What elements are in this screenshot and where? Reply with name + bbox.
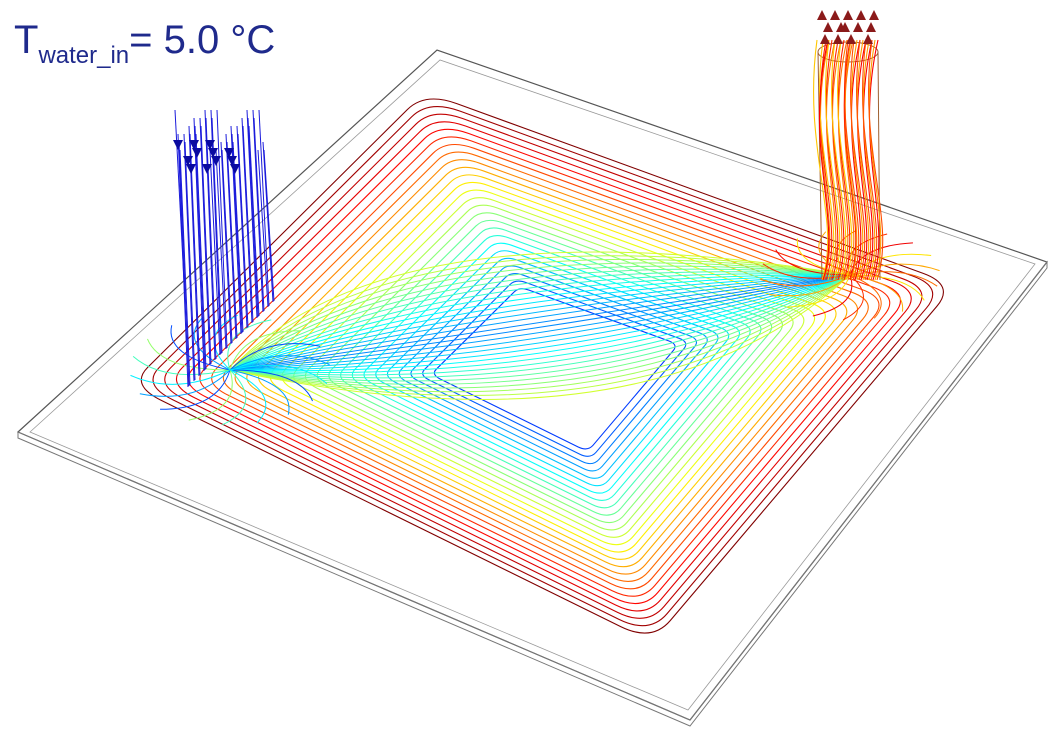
streamline	[223, 152, 868, 581]
outlet-arrow	[823, 22, 833, 32]
streamline-view	[0, 0, 1057, 735]
inlet-streamline	[232, 134, 242, 333]
inlet-streamline	[264, 150, 274, 301]
outlet-arrow	[869, 10, 879, 20]
outlet-arrow	[846, 34, 856, 44]
outlet-arrow	[817, 10, 827, 20]
subscript: water_in	[38, 42, 129, 69]
inlet-streamline	[243, 126, 253, 322]
inlet-arrow	[230, 164, 240, 174]
inlet-streamline	[195, 126, 205, 370]
inlet-streamline	[184, 134, 194, 381]
inlet-arrow	[173, 140, 183, 150]
temperature-label: Twater_in= 5.0 °C	[14, 18, 275, 70]
inlet-streamline	[200, 118, 210, 365]
outlet-arrow	[853, 22, 863, 32]
inlet-streamline	[237, 126, 247, 328]
symbol: T	[14, 18, 38, 62]
outlet-arrow	[830, 10, 840, 20]
inlet-streamline	[179, 142, 189, 386]
streamline	[230, 275, 850, 381]
inlet-arrow	[186, 164, 196, 174]
streamline	[165, 114, 922, 618]
outlet-arrow	[863, 34, 873, 44]
inlet-swirl	[222, 370, 245, 425]
streamline	[341, 228, 761, 508]
inlet-arrow	[192, 148, 202, 158]
outlet-arrow	[833, 34, 843, 44]
equation: = 5.0 °C	[129, 18, 275, 62]
outlet-arrow	[866, 22, 876, 32]
outlet-arrow	[856, 10, 866, 20]
page: Twater_in= 5.0 °C	[0, 0, 1057, 735]
inlet-streamline	[248, 118, 258, 317]
inlet-streamline	[222, 150, 232, 343]
outlet-arrow	[820, 34, 830, 44]
inlet-swirl	[133, 356, 230, 374]
outlet-arrow	[843, 10, 853, 20]
inlet-streamline	[180, 150, 190, 385]
streamline	[230, 275, 850, 396]
inlet-streamline	[211, 110, 221, 354]
